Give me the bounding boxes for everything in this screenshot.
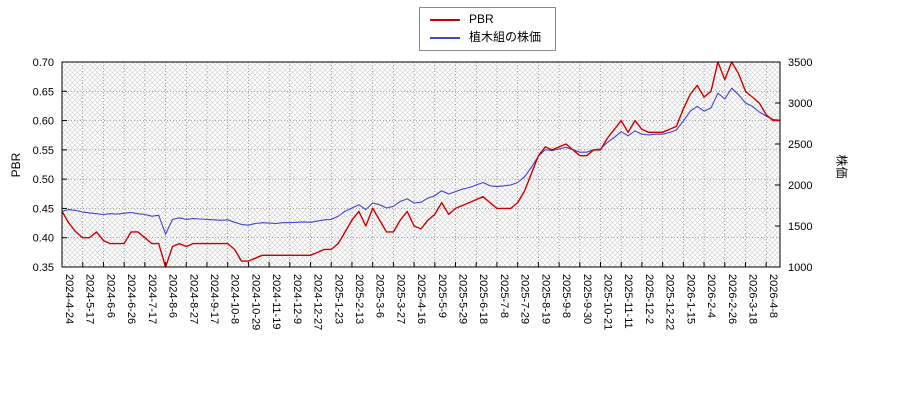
right-axis-tick-label: 3000 [788,98,812,110]
plot-hatch-background [62,62,780,267]
legend-item-pbr: PBR [430,13,541,26]
right-axis-tick-label: 1500 [788,221,812,233]
left-axis-tick-label: 0.60 [33,116,54,128]
x-axis-tick-label: 2024-7-17 [146,274,158,324]
chart-legend: PBR 植木組の株価 [419,7,557,51]
x-axis-tick-label: 2024-4-24 [63,274,75,324]
x-axis-tick-label: 2024-8-6 [167,274,179,318]
left-axis-tick-label: 0.55 [33,145,54,157]
x-axis-tick-label: 2024-10-8 [229,274,241,324]
x-axis-tick-label: 2026-4-8 [767,274,779,318]
x-axis-tick-label: 2024-9-17 [208,274,220,324]
right-axis-title: 株価 [834,154,849,179]
right-axis-tick-label: 3500 [788,57,812,69]
pbr-line [61,61,780,268]
left-axis-tick-label: 0.70 [33,57,54,69]
x-axis-tick-label: 2026-1-15 [684,274,696,324]
x-axis-tick-label: 2026-3-18 [746,274,758,324]
x-axis-tick-label: 2025-5-29 [457,274,469,324]
x-axis-tick-label: 2024-10-29 [249,274,261,330]
x-axis-tick-label: 2025-10-21 [602,274,614,330]
stock-price-line [61,87,781,235]
x-axis-tick-label: 2025-12-2 [643,274,655,324]
x-axis-tick-label: 2024-8-27 [187,274,199,324]
x-axis-tick-label: 2026-2-26 [726,274,738,324]
left-axis-tick-label: 0.35 [33,262,54,274]
x-axis-tick-label: 2025-9-30 [581,274,593,324]
x-axis-tick-label: 2025-8-19 [539,274,551,324]
x-axis-tick-label: 2025-12-22 [664,274,676,330]
x-axis-tick-label: 2025-3-27 [394,274,406,324]
x-axis-tick-label: 2024-12-27 [312,274,324,330]
x-axis-tick-label: 2025-7-8 [498,274,510,318]
x-axis-tick-label: 2025-2-13 [353,274,365,324]
right-axis-tick-label: 1000 [788,262,812,274]
legend-label-pbr: PBR [469,12,494,26]
x-axis-tick-label: 2025-4-16 [415,274,427,324]
price-line-swatch [430,36,460,39]
right-axis-tick-label: 2000 [788,180,812,192]
legend-label-price: 植木組の株価 [469,30,542,44]
pbr-line-swatch [430,18,460,21]
x-axis-tick-label: 2025-9-8 [560,274,572,318]
legend-item-price: 植木組の株価 [430,31,541,44]
x-axis-tick-label: 2024-6-26 [125,274,137,324]
left-axis-tick-label: 0.40 [33,233,54,245]
x-axis-tick-label: 2025-7-29 [519,274,531,324]
x-axis-tick-label: 2025-11-11 [622,274,634,329]
x-axis-tick-label: 2025-1-23 [332,274,344,324]
x-axis-tick-label: 2024-5-17 [84,274,96,324]
x-axis-tick-label: 2024-12-9 [291,274,303,324]
left-axis-tick-label: 0.45 [33,203,54,215]
x-axis-tick-label: 2024-6-6 [104,274,116,318]
left-axis-tick-label: 0.50 [33,174,54,186]
x-axis-tick-label: 2025-3-6 [374,274,386,318]
x-axis-tick-label: 2025-5-9 [436,274,448,318]
right-axis-tick-label: 2500 [788,139,812,151]
x-axis-tick-label: 2024-11-19 [270,274,282,329]
x-axis-tick-label: 2026-2-4 [705,274,717,318]
plot-border [61,61,781,268]
x-axis-tick-label: 2025-6-18 [477,274,489,324]
left-axis-tick-label: 0.65 [33,86,54,98]
left-axis-title: PBR [9,152,23,178]
